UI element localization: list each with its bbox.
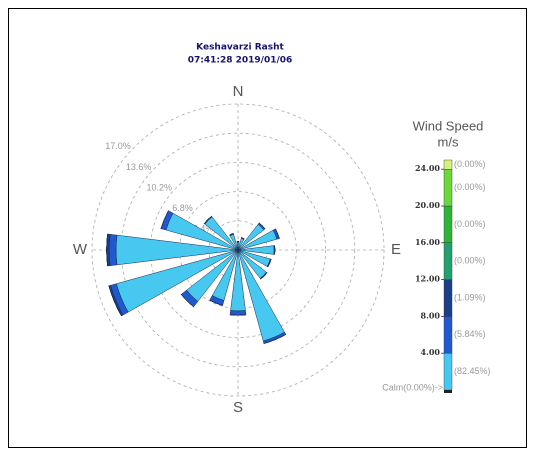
r-tick-label: 10.2% (147, 182, 173, 192)
segment-share: (5.84%) (454, 329, 486, 339)
colorbar-segment (443, 353, 453, 391)
petal-segment (275, 228, 280, 239)
direction-label: N (233, 83, 244, 100)
speed-tick-label: 16.00 (415, 237, 440, 247)
speed-tick-label: 20.00 (415, 200, 440, 210)
speed-tick-label: 24.00 (415, 163, 440, 173)
chart-title: Keshavarzi Rasht (196, 43, 284, 53)
segment-share: (0.00%) (454, 219, 486, 229)
r-tick-label: 6.8% (172, 203, 193, 213)
r-tick-label: 3.4% (193, 224, 214, 234)
r-tick-label: 13.6% (126, 162, 152, 172)
legend-title: Wind Speed (413, 118, 484, 133)
segment-share: (0.00%) (454, 182, 486, 192)
petal-segment (258, 222, 266, 230)
petal-segment (263, 334, 286, 344)
direction-label: E (391, 241, 401, 258)
colorbar-segment (443, 168, 453, 207)
calm-label: Calm(0.00%)-> (382, 382, 443, 392)
direction-label: W (73, 241, 88, 258)
speed-tick-label: 12.00 (415, 274, 440, 284)
segment-share: (0.00%) (454, 159, 486, 169)
colorbar-segment (443, 205, 453, 243)
segment-share: (1.09%) (454, 292, 486, 302)
chart-subtitle: 07:41:28 2019/01/06 (188, 56, 293, 66)
petal-segment (267, 259, 272, 268)
frame (8, 8, 527, 448)
petal-segment (108, 285, 122, 317)
colorbar-segment (443, 316, 453, 354)
petal-segment (160, 210, 169, 229)
calm-bar (444, 390, 452, 393)
colorbar-segment (443, 279, 453, 317)
direction-label: S (233, 399, 243, 416)
r-tick-label: 17.0% (105, 141, 131, 151)
segment-share: (82.45%) (454, 366, 491, 376)
colorbar-segment (443, 159, 453, 170)
segment-share: (0.00%) (454, 256, 486, 266)
petal-segment (229, 310, 247, 316)
speed-tick-label: 4.00 (421, 347, 441, 357)
speed-tick-label: 8.00 (421, 310, 441, 320)
petal-segment (108, 234, 118, 266)
colorbar-segment (443, 242, 453, 280)
petal-segment (180, 294, 194, 308)
legend-unit: m/s (438, 134, 459, 149)
